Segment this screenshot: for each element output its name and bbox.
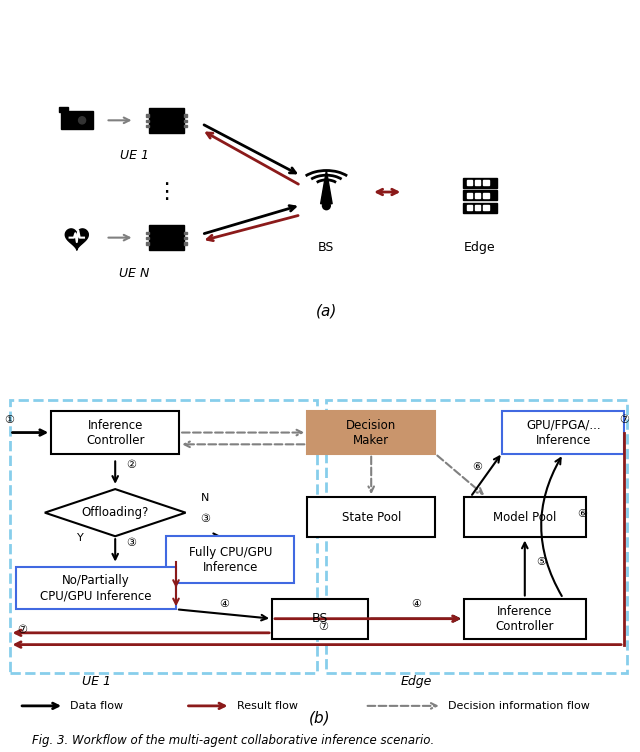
FancyBboxPatch shape xyxy=(464,599,586,638)
FancyBboxPatch shape xyxy=(483,193,489,198)
FancyBboxPatch shape xyxy=(146,120,149,122)
Text: ⑦: ⑦ xyxy=(318,623,328,632)
Text: ③: ③ xyxy=(126,538,136,547)
Text: ⑤: ⑤ xyxy=(536,556,546,566)
FancyBboxPatch shape xyxy=(475,205,481,210)
FancyBboxPatch shape xyxy=(184,237,187,239)
Text: Model Pool: Model Pool xyxy=(493,511,557,524)
Text: ⑥: ⑥ xyxy=(472,462,482,472)
FancyBboxPatch shape xyxy=(483,180,489,185)
Text: Decision
Maker: Decision Maker xyxy=(346,419,396,447)
FancyBboxPatch shape xyxy=(149,108,184,133)
FancyBboxPatch shape xyxy=(146,242,149,245)
FancyBboxPatch shape xyxy=(16,567,176,609)
FancyBboxPatch shape xyxy=(483,205,489,210)
FancyBboxPatch shape xyxy=(502,411,624,453)
FancyBboxPatch shape xyxy=(475,180,481,185)
Text: BS: BS xyxy=(312,612,328,625)
Text: Fully CPU/GPU
Inference: Fully CPU/GPU Inference xyxy=(189,546,272,574)
FancyBboxPatch shape xyxy=(149,225,184,250)
FancyBboxPatch shape xyxy=(463,203,497,213)
Text: ⑦: ⑦ xyxy=(619,415,629,425)
Polygon shape xyxy=(65,229,88,250)
FancyBboxPatch shape xyxy=(51,411,179,453)
Text: UE 1: UE 1 xyxy=(81,675,111,687)
Text: UE 1: UE 1 xyxy=(120,150,149,162)
FancyBboxPatch shape xyxy=(184,242,187,245)
FancyBboxPatch shape xyxy=(59,107,68,112)
FancyBboxPatch shape xyxy=(307,411,435,453)
Text: No/Partially
CPU/GPU Inference: No/Partially CPU/GPU Inference xyxy=(40,574,152,602)
Text: ④: ④ xyxy=(219,599,229,609)
Text: Edge: Edge xyxy=(464,241,496,253)
Text: ⋮: ⋮ xyxy=(156,182,177,202)
FancyBboxPatch shape xyxy=(61,111,93,129)
Text: ⑥: ⑥ xyxy=(577,509,588,520)
FancyBboxPatch shape xyxy=(184,232,187,234)
Text: State Pool: State Pool xyxy=(342,511,401,524)
Circle shape xyxy=(76,114,88,127)
Text: Data flow: Data flow xyxy=(70,701,124,711)
Circle shape xyxy=(322,201,331,211)
FancyBboxPatch shape xyxy=(146,114,149,117)
FancyBboxPatch shape xyxy=(166,536,294,584)
FancyBboxPatch shape xyxy=(146,125,149,128)
Text: ②: ② xyxy=(126,460,136,470)
Text: Fig. 3. Workflow of the multi-agent collaborative inference scenario.: Fig. 3. Workflow of the multi-agent coll… xyxy=(32,735,435,747)
Text: ①: ① xyxy=(4,415,15,425)
FancyBboxPatch shape xyxy=(272,599,368,638)
FancyBboxPatch shape xyxy=(467,180,472,185)
FancyBboxPatch shape xyxy=(467,193,472,198)
Polygon shape xyxy=(45,489,186,536)
Text: (b): (b) xyxy=(309,711,331,726)
FancyBboxPatch shape xyxy=(463,177,497,188)
Text: BS: BS xyxy=(318,241,335,253)
FancyBboxPatch shape xyxy=(184,120,187,122)
FancyBboxPatch shape xyxy=(475,193,481,198)
FancyBboxPatch shape xyxy=(184,114,187,117)
FancyBboxPatch shape xyxy=(146,237,149,239)
Text: UE $N$: UE $N$ xyxy=(118,267,150,280)
Circle shape xyxy=(79,117,86,124)
Text: Decision information flow: Decision information flow xyxy=(448,701,590,711)
Text: Edge: Edge xyxy=(400,675,432,687)
Text: ⑦: ⑦ xyxy=(17,625,28,635)
FancyBboxPatch shape xyxy=(464,497,586,538)
Text: ③: ③ xyxy=(200,514,210,524)
Polygon shape xyxy=(321,171,332,204)
Text: (a): (a) xyxy=(316,304,337,319)
Text: Inference
Controller: Inference Controller xyxy=(495,605,554,632)
Text: Y: Y xyxy=(77,533,83,543)
Text: N: N xyxy=(200,493,209,503)
FancyBboxPatch shape xyxy=(467,205,472,210)
Text: Result flow: Result flow xyxy=(237,701,298,711)
Text: GPU/FPGA/...
Inference: GPU/FPGA/... Inference xyxy=(526,419,600,447)
Text: ④: ④ xyxy=(411,599,421,609)
FancyBboxPatch shape xyxy=(146,232,149,234)
FancyBboxPatch shape xyxy=(184,125,187,128)
FancyBboxPatch shape xyxy=(463,190,497,200)
Text: Offloading?: Offloading? xyxy=(81,506,149,519)
Text: Inference
Controller: Inference Controller xyxy=(86,419,145,447)
FancyBboxPatch shape xyxy=(307,497,435,538)
